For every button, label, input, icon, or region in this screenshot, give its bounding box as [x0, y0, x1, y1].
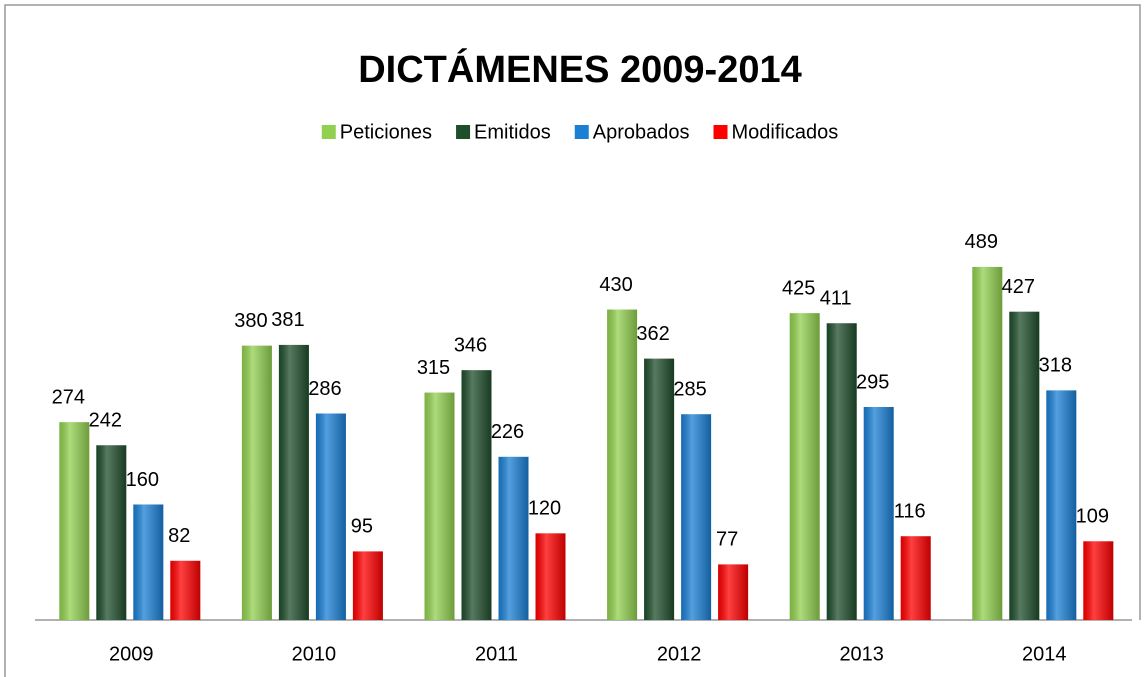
bar-shine: [718, 564, 749, 620]
chart-frame: [4, 4, 1141, 677]
bar-shine: [133, 504, 164, 620]
data-label: 274: [52, 386, 85, 408]
data-label: 318: [1039, 355, 1072, 377]
bar-shine: [681, 414, 712, 620]
bar-shine: [170, 560, 201, 620]
data-label: 346: [454, 334, 487, 356]
legend-label: Emitidos: [474, 121, 551, 143]
bar-shine: [241, 345, 272, 620]
legend-label: Peticiones: [340, 121, 432, 143]
legend-swatch: [574, 125, 589, 139]
legend-label: Aprobados: [593, 121, 690, 143]
x-tick-label: 2011: [475, 643, 518, 665]
bar-shine: [424, 392, 455, 620]
bar-shine: [1009, 311, 1040, 620]
bar-shine: [972, 266, 1003, 620]
data-label: 95: [351, 516, 373, 538]
bar-shine: [315, 413, 346, 620]
bar-shine: [826, 323, 857, 620]
data-label: 381: [271, 309, 304, 331]
data-label: 82: [168, 525, 190, 547]
data-label: 242: [89, 410, 122, 432]
bar-shine: [498, 456, 529, 620]
data-label: 226: [491, 421, 524, 443]
bar-shine: [863, 407, 894, 620]
x-tick-label: 2013: [839, 643, 884, 665]
bar-shine: [278, 344, 309, 620]
data-label: 77: [716, 529, 738, 551]
bar-shine: [644, 358, 675, 620]
data-label: 427: [1002, 276, 1035, 298]
bar-shine: [461, 370, 492, 620]
bar-shine: [352, 551, 383, 620]
data-label: 120: [528, 498, 561, 520]
data-label: 285: [673, 379, 706, 401]
x-tick-label: 2009: [109, 643, 154, 665]
bar-shine: [1083, 541, 1114, 620]
bar-shine: [1046, 390, 1077, 620]
x-tick-label: 2010: [292, 643, 337, 665]
data-label: 425: [782, 277, 815, 299]
data-label: 109: [1076, 506, 1109, 528]
x-tick-label: 2012: [657, 643, 702, 665]
data-label: 411: [820, 288, 852, 310]
data-label: 362: [636, 323, 669, 345]
legend-swatch: [321, 125, 336, 139]
bar-shine: [535, 533, 566, 620]
legend-label: Modificados: [732, 121, 839, 143]
data-label: 160: [126, 469, 159, 491]
bar-shine: [607, 309, 638, 620]
bar-shine: [900, 536, 931, 620]
data-label: 430: [599, 274, 632, 296]
data-label: 315: [417, 357, 450, 379]
data-label: 286: [308, 378, 341, 400]
x-tick-label: 2014: [1022, 643, 1067, 665]
data-label: 116: [894, 501, 926, 523]
bar-shine: [96, 445, 127, 620]
bar-shine: [789, 313, 820, 620]
data-label: 295: [856, 371, 889, 393]
chart-title: DICTÁMENES 2009-2014: [358, 47, 802, 91]
legend-swatch: [713, 125, 728, 139]
data-label: 380: [234, 310, 267, 332]
legend-swatch: [456, 125, 471, 139]
bar-shine: [59, 422, 90, 620]
data-label: 489: [965, 231, 998, 253]
